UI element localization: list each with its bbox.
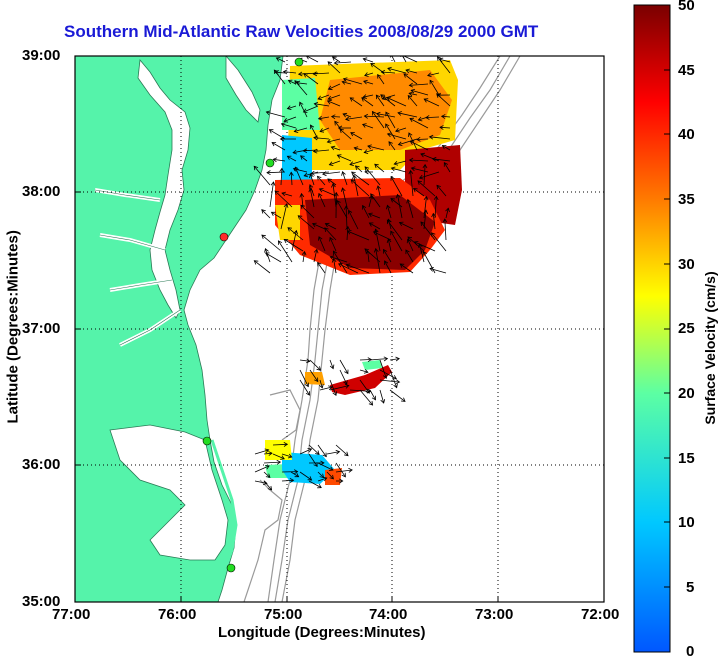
radar-station-marker bbox=[227, 564, 235, 572]
colorbar-title: Surface Velocity (cm/s) bbox=[702, 258, 718, 438]
y-tick-label: 38:00 bbox=[22, 183, 60, 200]
velocity-patch bbox=[325, 468, 342, 485]
colorbar-tick-label: 30 bbox=[678, 256, 695, 273]
colorbar-tick-label: 0 bbox=[686, 643, 694, 660]
colorbar-tick-label: 20 bbox=[678, 385, 695, 402]
x-tick-label: 74:00 bbox=[369, 606, 407, 623]
x-tick-label: 75:00 bbox=[264, 606, 302, 623]
velocity-field-north bbox=[275, 60, 462, 275]
velocity-patch bbox=[282, 135, 312, 180]
colorbar-tick-label: 50 bbox=[678, 0, 695, 14]
y-tick-label: 39:00 bbox=[22, 47, 60, 64]
velocity-vector bbox=[417, 139, 428, 140]
y-tick-label: 36:00 bbox=[22, 456, 60, 473]
radar-station-marker bbox=[295, 58, 303, 66]
radar-station-marker bbox=[220, 233, 228, 241]
colorbar-tick-label: 15 bbox=[678, 450, 695, 467]
y-tick-label: 37:00 bbox=[22, 320, 60, 337]
x-tick-label: 76:00 bbox=[158, 606, 196, 623]
colorbar-tick-label: 45 bbox=[678, 62, 695, 79]
radar-station-marker bbox=[266, 159, 274, 167]
colorbar-tick-label: 10 bbox=[678, 514, 695, 531]
colorbar-tick-label: 25 bbox=[678, 320, 695, 337]
colorbar-tick-label: 40 bbox=[678, 126, 695, 143]
x-axis-label: Longitude (Degrees:Minutes) bbox=[218, 624, 426, 641]
x-tick-label: 72:00 bbox=[581, 606, 619, 623]
y-axis-label: Latitude (Degrees:Minutes) bbox=[5, 234, 22, 424]
colorbar-tick-label: 5 bbox=[686, 579, 694, 596]
velocity-vector bbox=[360, 360, 371, 361]
velocity-patch bbox=[265, 440, 292, 460]
x-tick-label: 77:00 bbox=[52, 606, 90, 623]
velocity-patch bbox=[305, 372, 325, 385]
radar-station-marker bbox=[203, 437, 211, 445]
colorbar-tick-label: 35 bbox=[678, 191, 695, 208]
x-tick-label: 73:00 bbox=[475, 606, 513, 623]
